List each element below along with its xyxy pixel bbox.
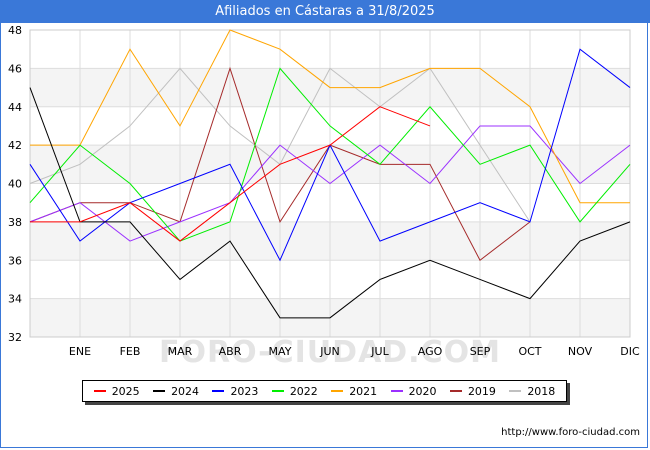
legend-item-2023: 2023 — [212, 385, 258, 398]
legend-swatch — [449, 390, 462, 392]
y-tick-label: 36 — [8, 254, 22, 267]
series-line-2022 — [29, 67, 631, 242]
x-tick-label: JUL — [370, 345, 389, 358]
x-tick-label: ABR — [219, 345, 242, 358]
legend-swatch — [390, 390, 403, 392]
chart-title: Afiliados en Cástaras a 31/8/2025 — [0, 0, 650, 23]
legend-item-2021: 2021 — [331, 385, 377, 398]
legend-swatch — [153, 390, 166, 392]
legend-item-2019: 2019 — [449, 384, 496, 398]
y-tick-label: 34 — [8, 293, 22, 306]
legend-label: 2023 — [230, 384, 259, 398]
series-lines — [29, 29, 631, 319]
series-line-2019 — [29, 66, 531, 262]
y-tick-label: 48 — [8, 24, 22, 37]
x-tick-label: MAR — [168, 345, 193, 358]
legend-swatch — [509, 390, 522, 392]
legend-label: 2022 — [289, 384, 318, 398]
series-line-2021 — [30, 29, 630, 204]
legend-swatch — [93, 390, 106, 392]
legend-label: 2018 — [527, 384, 556, 398]
y-tick-label: 32 — [8, 331, 22, 344]
x-tick-label: AGO — [418, 345, 443, 358]
y-tick-label: 42 — [8, 139, 22, 152]
legend-item-2020: 2020 — [390, 384, 437, 398]
series-line-2025 — [30, 106, 431, 242]
legend-swatch — [271, 390, 284, 392]
y-tick-label: 40 — [8, 178, 22, 191]
x-axis-ticks: ENE FEB MAR ABR MAY JUN JUL AGO SEP OCT NOV DIC — [69, 345, 640, 358]
legend-item-2025: 2025 — [93, 384, 140, 398]
x-tick-label: OCT — [518, 345, 541, 358]
y-axis-ticks: 32 34 36 38 40 42 44 46 48 — [8, 24, 22, 344]
legend-label: 2024 — [171, 384, 200, 398]
x-tick-label: FEB — [120, 345, 141, 358]
legend-label: 2025 — [111, 384, 140, 398]
series-line-2020 — [29, 125, 631, 242]
chart-frame — [0, 23, 648, 448]
legend-swatch — [331, 390, 344, 392]
legend-item-2024: 2024 — [153, 385, 199, 398]
legend-item-2022: 2022 — [271, 384, 318, 398]
y-tick-label: 46 — [8, 62, 22, 75]
x-tick-label: JUN — [319, 345, 340, 358]
legend-label: 2021 — [349, 384, 378, 398]
x-tick-label: DIC — [620, 345, 640, 358]
source-url: http://www.foro-ciudad.com — [501, 427, 640, 438]
legend-item-2018: 2018 — [509, 385, 555, 398]
x-tick-label: ENE — [69, 345, 91, 358]
legend-label: 2020 — [408, 384, 437, 398]
legend: 2025 2024 2023 2022 2021 2020 2019 2018 — [82, 380, 567, 402]
x-tick-label: MAY — [269, 345, 292, 358]
y-tick-label: 44 — [8, 101, 22, 114]
y-tick-label: 38 — [8, 216, 22, 229]
x-tick-label: NOV — [568, 345, 593, 358]
legend-label: 2019 — [467, 384, 496, 398]
x-tick-label: SEP — [470, 345, 491, 358]
watermark: FORO-CIUDAD.COM — [159, 335, 501, 370]
legend-swatch — [212, 390, 225, 392]
series-line-2024 — [29, 87, 631, 319]
